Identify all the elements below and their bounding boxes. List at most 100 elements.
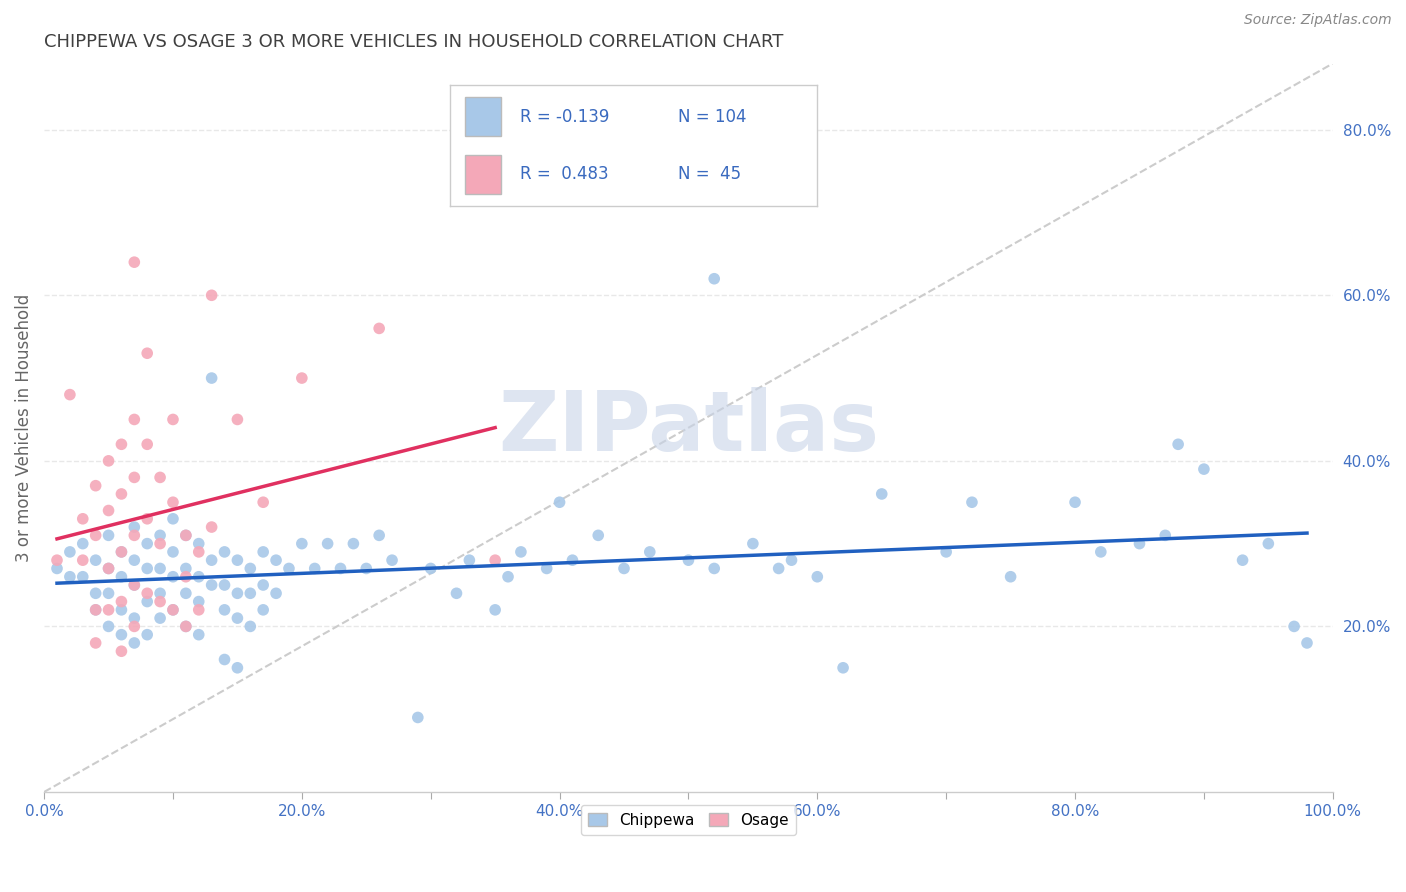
Point: [162, 603, 184, 617]
Point: [214, 652, 236, 666]
Point: [226, 661, 249, 675]
Point: [124, 528, 146, 542]
Point: [149, 470, 172, 484]
Point: [124, 470, 146, 484]
Point: [84, 553, 107, 567]
Point: [110, 545, 132, 559]
Point: [187, 628, 209, 642]
Legend: Chippewa, Osage: Chippewa, Osage: [581, 805, 796, 835]
Point: [870, 487, 893, 501]
Point: [214, 603, 236, 617]
Point: [935, 545, 957, 559]
Point: [110, 628, 132, 642]
Point: [97, 619, 120, 633]
Point: [84, 636, 107, 650]
Point: [1154, 528, 1177, 542]
Point: [201, 288, 224, 302]
Point: [187, 536, 209, 550]
Point: [124, 611, 146, 625]
Y-axis label: 3 or more Vehicles in Household: 3 or more Vehicles in Household: [15, 293, 32, 562]
Point: [46, 561, 69, 575]
Point: [1296, 636, 1319, 650]
Point: [342, 536, 364, 550]
Point: [316, 536, 339, 550]
Point: [136, 437, 159, 451]
Text: Source: ZipAtlas.com: Source: ZipAtlas.com: [1244, 13, 1392, 28]
Point: [806, 570, 828, 584]
Point: [291, 536, 314, 550]
Point: [162, 545, 184, 559]
Point: [780, 553, 803, 567]
Point: [97, 561, 120, 575]
Point: [1282, 619, 1305, 633]
Point: [72, 512, 94, 526]
Point: [187, 570, 209, 584]
Point: [174, 586, 197, 600]
Point: [446, 586, 468, 600]
Point: [187, 603, 209, 617]
Point: [124, 636, 146, 650]
Point: [1000, 570, 1022, 584]
Point: [162, 495, 184, 509]
Point: [1167, 437, 1189, 451]
Point: [264, 586, 287, 600]
Point: [124, 412, 146, 426]
Point: [703, 271, 725, 285]
Point: [124, 553, 146, 567]
Point: [201, 578, 224, 592]
Point: [252, 578, 274, 592]
Point: [162, 570, 184, 584]
Point: [59, 545, 82, 559]
Point: [548, 495, 571, 509]
Point: [59, 570, 82, 584]
Point: [291, 371, 314, 385]
Point: [484, 553, 506, 567]
Point: [136, 594, 159, 608]
Point: [201, 553, 224, 567]
Point: [149, 561, 172, 575]
Point: [1232, 553, 1254, 567]
Point: [201, 520, 224, 534]
Point: [239, 586, 262, 600]
Point: [149, 586, 172, 600]
Point: [149, 528, 172, 542]
Point: [84, 603, 107, 617]
Point: [84, 528, 107, 542]
Point: [174, 570, 197, 584]
Point: [561, 553, 583, 567]
Point: [136, 561, 159, 575]
Point: [97, 528, 120, 542]
Point: [72, 553, 94, 567]
Point: [1064, 495, 1087, 509]
Point: [174, 528, 197, 542]
Point: [124, 255, 146, 269]
Point: [509, 545, 531, 559]
Point: [187, 594, 209, 608]
Point: [110, 570, 132, 584]
Point: [84, 603, 107, 617]
Point: [110, 437, 132, 451]
Point: [1128, 536, 1150, 550]
Point: [124, 520, 146, 534]
Point: [586, 528, 609, 542]
Point: [149, 611, 172, 625]
Point: [381, 553, 404, 567]
Point: [226, 553, 249, 567]
Point: [214, 578, 236, 592]
Point: [136, 346, 159, 360]
Point: [97, 454, 120, 468]
Point: [278, 561, 301, 575]
Point: [484, 603, 506, 617]
Point: [703, 561, 725, 575]
Point: [239, 619, 262, 633]
Point: [59, 387, 82, 401]
Point: [174, 528, 197, 542]
Point: [97, 503, 120, 517]
Point: [832, 661, 855, 675]
Point: [72, 536, 94, 550]
Point: [174, 561, 197, 575]
Point: [97, 561, 120, 575]
Point: [356, 561, 378, 575]
Point: [1257, 536, 1279, 550]
Point: [97, 586, 120, 600]
